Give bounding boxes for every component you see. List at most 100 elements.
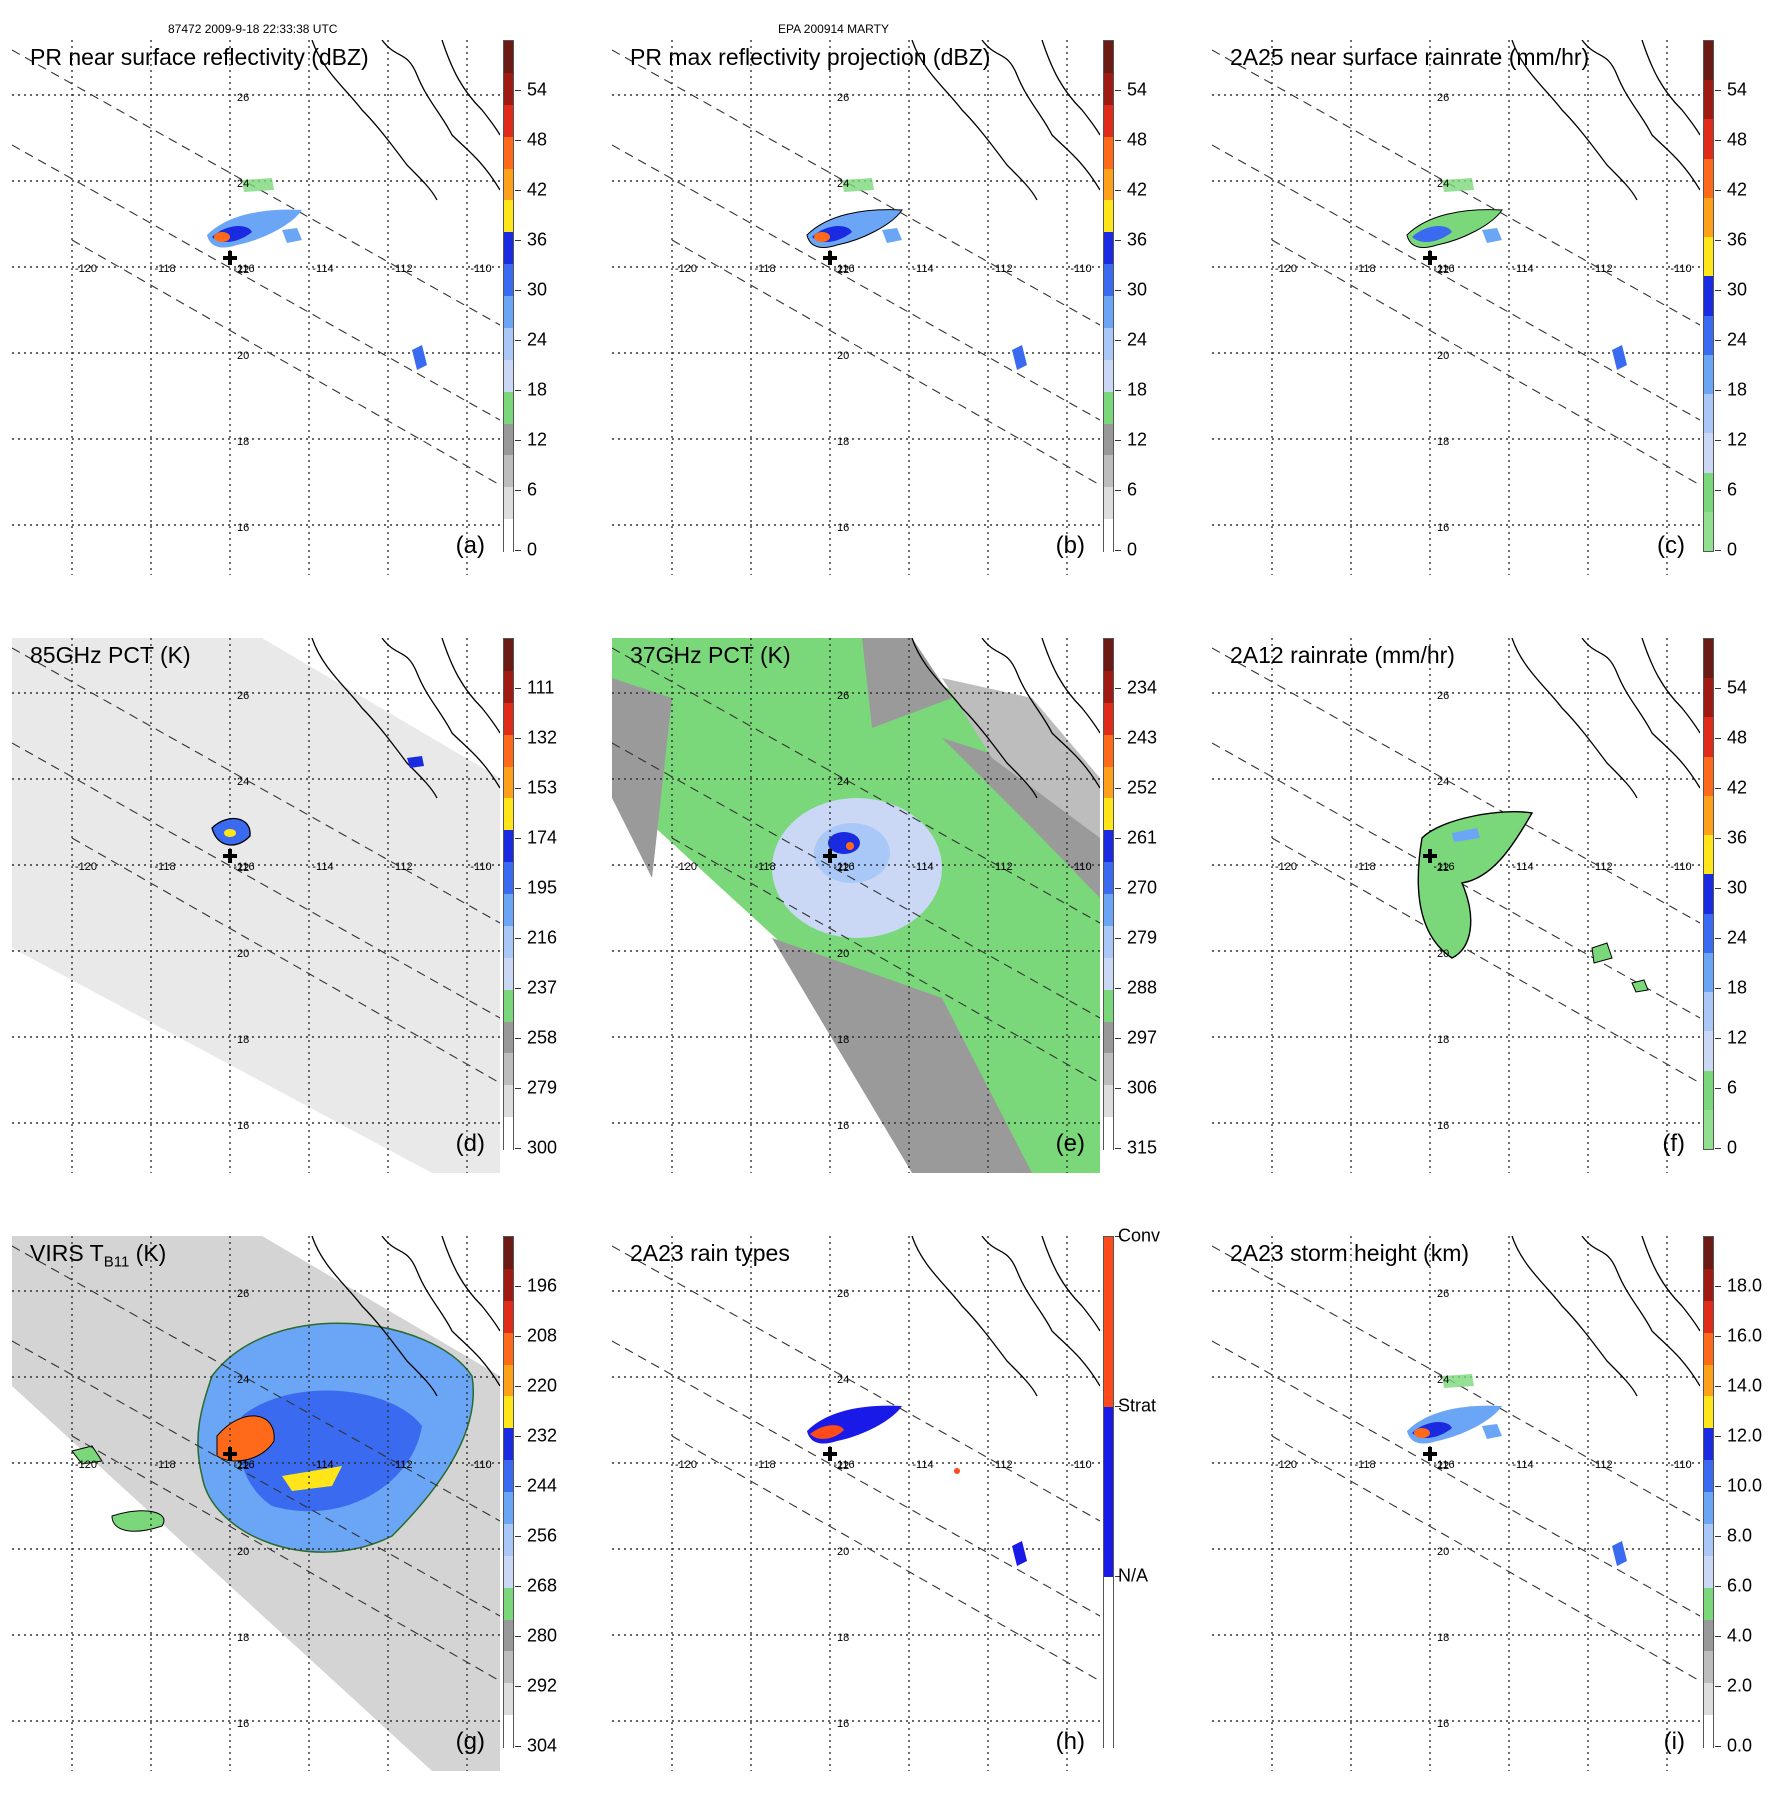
- colorbar-tick: [515, 440, 521, 441]
- coastline-gulf: [311, 1236, 438, 1397]
- colorbar-segment: [504, 391, 513, 424]
- feature-south: [1012, 345, 1027, 370]
- precip-features: [1406, 178, 1627, 370]
- colorbar-segment: [1704, 1332, 1713, 1365]
- colorbar-segment: [504, 1651, 513, 1684]
- feature-south: [1612, 345, 1627, 370]
- lon-label: -110: [1070, 1459, 1092, 1471]
- colorbar-tick: [1115, 938, 1121, 939]
- coastline-gulf: [911, 638, 1038, 799]
- colorbar-tick-label: 42: [527, 179, 548, 200]
- colorbar-segment: [504, 200, 513, 233]
- colorbar-tick-label: 270: [1127, 877, 1158, 898]
- colorbar-tick-label: 48: [1127, 129, 1148, 150]
- swath-edge-south: [71, 837, 500, 1084]
- colorbar: [1703, 40, 1714, 552]
- map-canvas: [612, 638, 1100, 1173]
- lon-label: -116: [233, 861, 255, 873]
- colorbar-tick: [1115, 1038, 1121, 1039]
- lat-label: 24: [837, 776, 850, 788]
- map-g: [12, 1236, 500, 1771]
- colorbar-segment: [1704, 1523, 1713, 1557]
- colorbar-tick-label: 12: [527, 429, 548, 450]
- colorbar-tick-label: 252: [1127, 777, 1158, 798]
- colorbar-tick-label: 234: [1127, 677, 1158, 698]
- colorbar: [503, 1236, 514, 1748]
- swath-edge-north: [1212, 49, 1700, 326]
- precip-features: [211, 756, 424, 846]
- colorbar-tick: [1115, 738, 1121, 739]
- colorbar-tick: [1715, 888, 1721, 889]
- colorbar-segment: [504, 1396, 513, 1429]
- colorbar-tick-label: 14.0: [1727, 1375, 1763, 1396]
- panel-title: 2A12 rainrate (mm/hr): [1230, 642, 1455, 669]
- panel-label: (d): [455, 1130, 485, 1157]
- swath-edge-mid: [1212, 1340, 1700, 1617]
- lat-label: 26: [237, 92, 250, 104]
- colorbar-tick-label: 232: [527, 1425, 558, 1446]
- coastline-baja: [381, 40, 500, 191]
- colorbar-tick-label: 261: [1127, 827, 1158, 848]
- colorbar-segment: [504, 1460, 513, 1493]
- lon-label: -110: [1070, 263, 1092, 275]
- coastline-gulf: [1511, 638, 1638, 799]
- lon-label: -110: [470, 861, 492, 873]
- colorbar: [503, 638, 514, 1150]
- lon-label: -112: [991, 263, 1013, 275]
- colorbar-tick-label: 258: [527, 1027, 558, 1048]
- precip-features: [806, 178, 1027, 370]
- coastline-baja: [1581, 1236, 1700, 1387]
- colorbar-tick: [1715, 1336, 1721, 1337]
- swath-edge-south: [1271, 1435, 1700, 1682]
- colorbar-segment: [1704, 1300, 1713, 1334]
- colorbar-segment: [1104, 1407, 1113, 1578]
- lat-label: 20: [1437, 1546, 1450, 1558]
- map-canvas: [1212, 638, 1700, 1173]
- panel-f: -120 -118 -116 -114 -112 -110 26 24 22 20 18 16 2A12…: [1200, 638, 1760, 1218]
- colorbar-tick: [1715, 1386, 1721, 1387]
- lat-label: 22: [1437, 1460, 1450, 1472]
- colorbar-segment: [504, 519, 513, 552]
- lat-label: 16: [837, 1120, 850, 1132]
- panel-label: (h): [1055, 1728, 1085, 1755]
- lon-label: -116: [1433, 861, 1455, 873]
- lat-label: 24: [237, 776, 250, 788]
- colorbar-tick: [1115, 1576, 1121, 1577]
- rainrate-area: [1417, 811, 1534, 959]
- coastline-baja: [1581, 638, 1700, 789]
- coastline-baja: [381, 1236, 500, 1387]
- colorbar-segment: [1704, 678, 1713, 718]
- colorbar-tick: [1115, 490, 1121, 491]
- colorbar-tick-label: 220: [527, 1375, 558, 1396]
- colorbar-tick-label: 174: [527, 827, 558, 848]
- lon-label: -114: [912, 263, 934, 275]
- colorbar-tick-label: 18: [1727, 379, 1748, 400]
- colorbar-segment: [504, 1268, 513, 1302]
- lon-label: -110: [1670, 263, 1692, 275]
- colorbar-tick: [1115, 90, 1121, 91]
- colorbar-tick-label: 288: [1127, 977, 1158, 998]
- colorbar-tick-label: 42: [1127, 179, 1148, 200]
- map-b: [612, 40, 1100, 575]
- colorbar-tick-label: 48: [527, 129, 548, 150]
- colorbar-segment: [1704, 1492, 1713, 1525]
- colorbar-tick: [515, 240, 521, 241]
- colorbar-tick-label: 12: [1127, 429, 1148, 450]
- colorbar-tick: [1715, 490, 1721, 491]
- map-canvas: [12, 40, 500, 575]
- colorbar-segment: [504, 327, 513, 361]
- lon-label: -112: [1591, 861, 1613, 873]
- lat-label: 22: [837, 264, 850, 276]
- lat-label: 26: [1437, 1288, 1450, 1300]
- lat-label: 24: [837, 178, 850, 190]
- lon-label: -120: [674, 263, 698, 275]
- lat-label: 20: [837, 948, 850, 960]
- lon-label: -112: [391, 861, 413, 873]
- colorbar-segment: [1104, 1577, 1113, 1748]
- colorbar-segment: [1104, 296, 1113, 329]
- colorbar: [1703, 1236, 1714, 1748]
- map-canvas: [12, 1236, 500, 1771]
- colorbar-tick-label: 0: [1127, 539, 1138, 560]
- colorbar-tick-label: 6: [1727, 479, 1738, 500]
- colorbar-segment: [1704, 1237, 1713, 1270]
